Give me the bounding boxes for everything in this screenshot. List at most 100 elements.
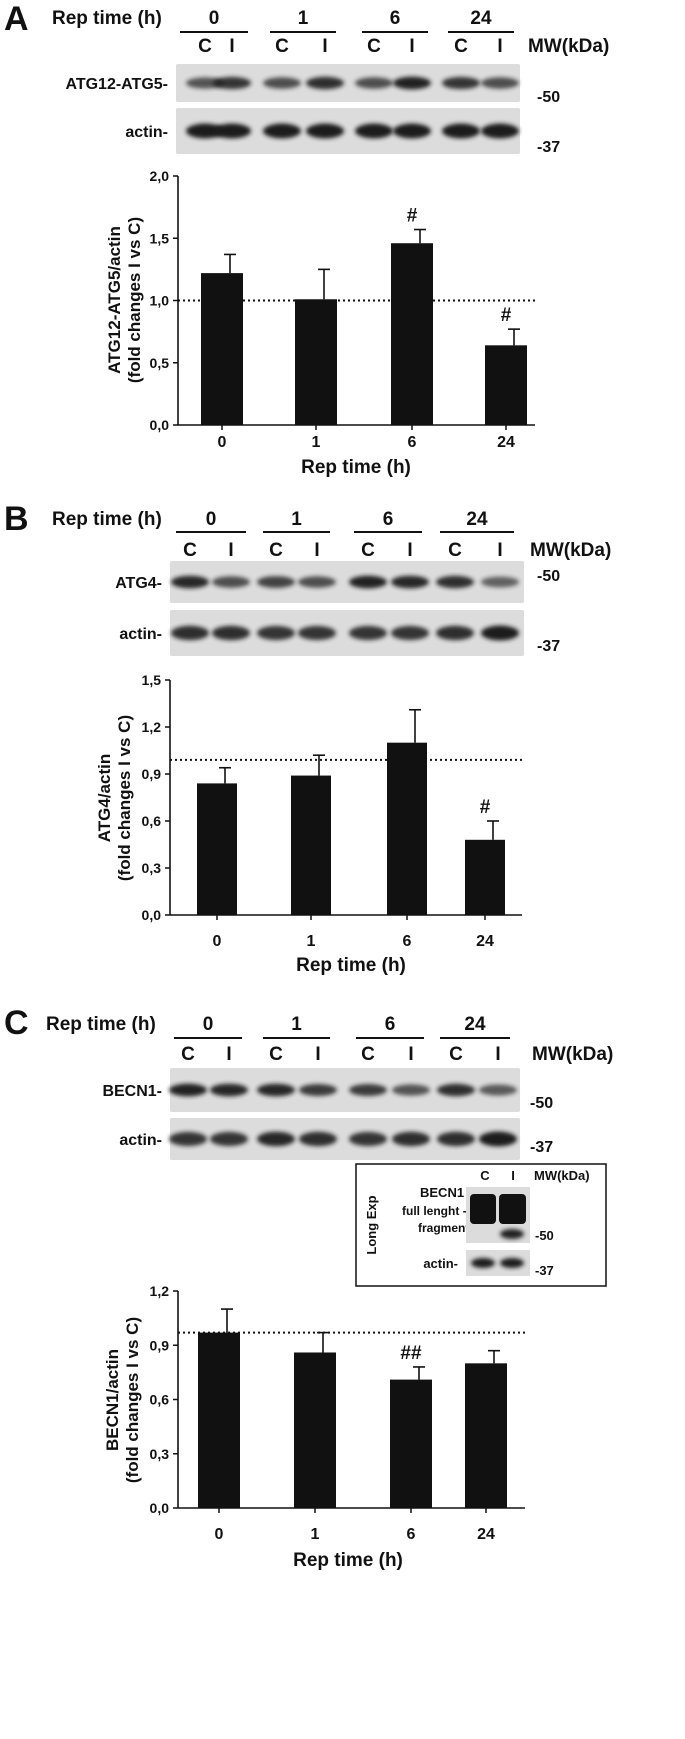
blot-background [170, 1068, 520, 1112]
blot-band [355, 123, 393, 139]
blot-band [349, 1131, 387, 1147]
x-category-label: 1 [307, 933, 316, 950]
rep-time-label: Rep time (h) [46, 1014, 156, 1035]
y-tick-label: 0,5 [150, 355, 170, 371]
inset-fragment-label: fragment -- [418, 1221, 481, 1235]
blot-strip [176, 64, 520, 102]
timepoint-header: 6 [390, 8, 401, 29]
blot-band [171, 575, 209, 589]
bar [294, 1352, 336, 1508]
timepoint-header: 1 [291, 1014, 302, 1035]
blot-strip [176, 108, 520, 154]
y-tick-label: 1,2 [142, 719, 162, 735]
blot-band [393, 76, 431, 90]
y-tick-label: 0,6 [142, 813, 162, 829]
blot-label: actin- [119, 626, 162, 643]
y-axis-label-line2: (fold changes I vs C) [125, 217, 144, 383]
lane-label: C [361, 540, 375, 561]
blot-band [481, 77, 519, 89]
rep-time-label: Rep time (h) [52, 8, 162, 29]
timepoint-header: 0 [209, 8, 220, 29]
mw-label: MW(kDa) [530, 540, 611, 561]
inset-lane-label: I [511, 1168, 515, 1183]
y-tick-label: 1,5 [142, 672, 162, 688]
inset-actin-label: actin- [423, 1256, 458, 1271]
timepoint-header: 24 [470, 8, 492, 29]
lane-label: C [275, 36, 289, 57]
y-axis-label: ATG12-ATG5/actin(fold changes I vs C) [105, 217, 144, 383]
inset-band-fragment [500, 1229, 524, 1239]
inset-mw-label: MW(kDa) [534, 1168, 590, 1183]
lane-label: I [408, 1044, 413, 1065]
bar [465, 839, 505, 915]
bar-chart: 0,0 0,3 0,6 0,9 1,2 1,5 0 1 6 #24 ATG4/actin(fold … [95, 672, 522, 976]
mw-marker: -50 [530, 1095, 553, 1112]
lane-label: C [269, 540, 283, 561]
blot-band [481, 625, 519, 641]
blot-band [349, 625, 387, 641]
y-tick-label: 0,3 [142, 860, 162, 876]
y-axis-label-line1: BECN1/actin [103, 1349, 122, 1451]
blot-band [171, 625, 209, 641]
lane-label: I [409, 36, 414, 57]
mw-marker: -37 [537, 139, 560, 156]
blot-background [176, 64, 520, 102]
timepoint-header: 6 [383, 509, 394, 530]
blot-band [263, 77, 301, 89]
blot-band [481, 123, 519, 139]
blot-band [186, 123, 224, 139]
blot-band [306, 76, 344, 90]
blot-band [481, 576, 519, 588]
timepoint-header: 1 [291, 509, 302, 530]
y-axis-label-line1: ATG4/actin [95, 754, 114, 842]
blot-background [176, 108, 520, 154]
y-axis-label-line2: (fold changes I vs C) [123, 1317, 142, 1483]
panel-a: A Rep time (h) 0 1 6 24C I C I C I C I MW(kDa)ATG12-A… [4, 0, 609, 478]
blot-band [257, 1083, 295, 1097]
blot-band [263, 123, 301, 139]
lane-label: C [367, 36, 381, 57]
blot-band [479, 1131, 517, 1147]
y-tick-label: 2,0 [150, 168, 170, 184]
blot-band [391, 575, 429, 589]
blot-band [436, 575, 474, 589]
lane-label: I [226, 1044, 231, 1065]
blot-band [212, 576, 250, 588]
lane-label: C [181, 1044, 195, 1065]
blot-band [210, 1131, 248, 1147]
lane-label: I [228, 540, 233, 561]
blot-band [306, 123, 344, 139]
blot-band [349, 575, 387, 589]
bar [485, 345, 527, 425]
x-category-label: 24 [476, 933, 494, 950]
x-category-label: 0 [213, 933, 222, 950]
lane-label: I [495, 1044, 500, 1065]
mw-marker: -50 [537, 568, 560, 585]
lane-label: C [361, 1044, 375, 1065]
lane-label: I [315, 1044, 320, 1065]
bar [391, 243, 433, 425]
y-tick-label: 0,0 [150, 1500, 170, 1516]
x-axis-label: Rep time (h) [296, 955, 406, 976]
x-axis-label: Rep time (h) [301, 457, 411, 478]
blot-band [355, 77, 393, 89]
blot-band [298, 625, 336, 641]
bar [197, 783, 237, 915]
bar [291, 775, 331, 915]
panel-letter: A [4, 0, 29, 38]
lane-label: I [497, 540, 502, 561]
significance-marker: ## [400, 1343, 422, 1364]
panel-c: C Rep time (h) 0 1 6 24C I C I C I C I MW(kDa)BECN1--… [4, 1004, 613, 1571]
lane-label: I [407, 540, 412, 561]
y-axis-label: BECN1/actin(fold changes I vs C) [103, 1317, 142, 1483]
blot-background [170, 610, 524, 656]
y-tick-label: 1,5 [150, 230, 170, 246]
mw-marker: -37 [530, 1139, 553, 1156]
x-category-label: 24 [497, 434, 515, 451]
bar-chart: 0,0 0,3 0,6 0,9 1,2 0 1 ## 6 24 BECN1/actin(fold c… [103, 1283, 525, 1571]
blot-band [210, 1083, 248, 1097]
blot-band [212, 625, 250, 641]
y-tick-label: 1,2 [150, 1283, 170, 1299]
blot-band [213, 123, 251, 139]
blot-strip [169, 1118, 520, 1160]
